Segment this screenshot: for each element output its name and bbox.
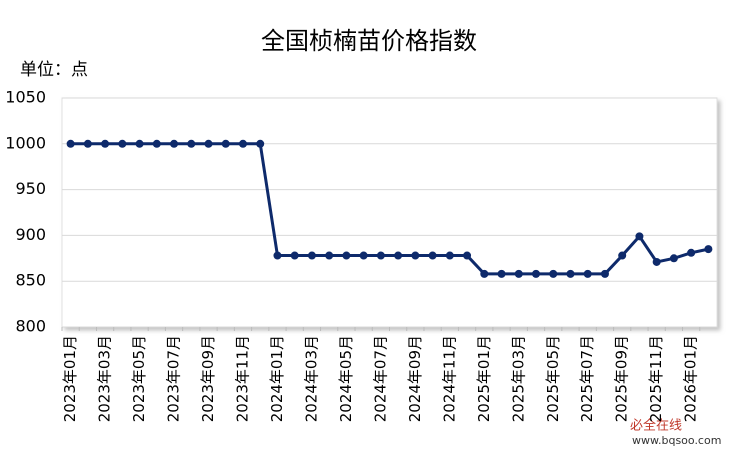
point (445, 251, 454, 260)
y-tick-label: 800 (15, 317, 46, 336)
point (152, 139, 161, 148)
point (359, 251, 368, 260)
x-tick-label: 2025年09月 (613, 335, 631, 422)
point (290, 251, 299, 260)
point (687, 248, 696, 257)
point (170, 139, 179, 148)
x-tick-label: 2024年07月 (371, 335, 389, 422)
point (497, 269, 506, 278)
point (118, 139, 127, 148)
point (325, 251, 334, 260)
x-tick-label: 2025年05月 (544, 335, 562, 422)
point (342, 251, 351, 260)
x-tick-label: 2025年01月 (475, 335, 493, 422)
x-tick-label: 2023年01月 (61, 335, 79, 422)
point (428, 251, 437, 260)
point (549, 269, 558, 278)
watermark: 必全在线 (630, 418, 682, 434)
point (66, 139, 75, 148)
point (307, 251, 316, 260)
point (514, 269, 523, 278)
x-tick-label: 2024年01月 (268, 335, 286, 422)
point (256, 139, 265, 148)
point (376, 251, 385, 260)
point (532, 269, 541, 278)
plot-area (61, 97, 718, 328)
y-tick-label: 850 (15, 271, 46, 290)
x-tick-label: 2024年03月 (302, 335, 320, 422)
watermark-url: www.bqsoo.com (632, 434, 721, 447)
point (600, 269, 609, 278)
x-tick-label: 2023年03月 (96, 335, 114, 422)
point (394, 251, 403, 260)
point (566, 269, 575, 278)
chart-title: 全国桢楠苗价格指数 (261, 27, 477, 55)
x-tick-label: 2023年07月 (165, 335, 183, 422)
point (238, 139, 247, 148)
x-tick-label: 2024年11月 (440, 335, 458, 422)
x-tick-label: 2024年09月 (406, 335, 424, 422)
point (480, 269, 489, 278)
point (204, 139, 213, 148)
point (221, 139, 230, 148)
point (704, 245, 713, 254)
x-tick-label: 2023年11月 (233, 335, 251, 422)
point (101, 139, 110, 148)
x-tick-label: 2026年01月 (682, 335, 700, 422)
x-tick-label: 2025年11月 (647, 335, 665, 422)
point (652, 257, 661, 266)
unit-label: 单位：点 (20, 60, 88, 80)
x-tick-label: 2025年07月 (578, 335, 596, 422)
point (411, 251, 420, 260)
y-tick-label: 900 (15, 225, 46, 244)
point (583, 269, 592, 278)
y-tick-label: 1000 (5, 133, 46, 152)
y-tick-label: 950 (15, 179, 46, 198)
x-tick-label: 2025年03月 (509, 335, 527, 422)
y-tick-label: 1050 (5, 88, 46, 107)
point (187, 139, 196, 148)
x-tick-label: 2023年09月 (199, 335, 217, 422)
point (135, 139, 144, 148)
x-tick-label: 2023年05月 (130, 335, 148, 422)
point (669, 254, 678, 263)
point (83, 139, 92, 148)
point (463, 251, 472, 260)
point (273, 251, 282, 260)
point (618, 251, 627, 260)
point (635, 232, 644, 241)
x-tick-label: 2024年05月 (337, 335, 355, 422)
